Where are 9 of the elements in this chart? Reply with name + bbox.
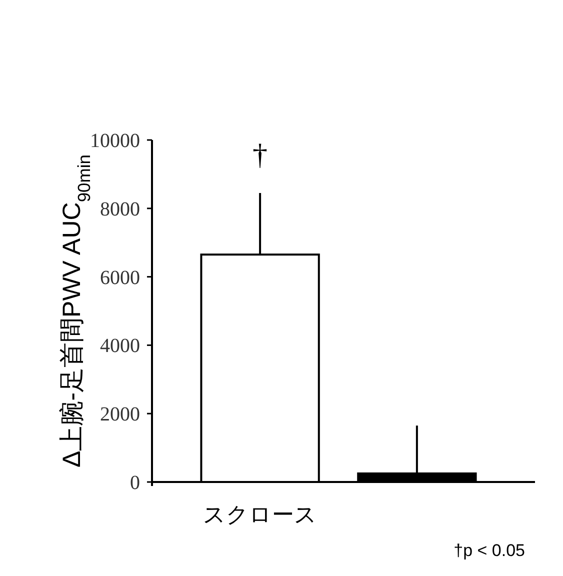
- annotation: †: [252, 138, 268, 172]
- y-tick-label: 4000: [100, 335, 140, 358]
- y-tick-label: 8000: [100, 198, 140, 220]
- x-tick-label: スクロース: [203, 502, 318, 527]
- y-tick-label: 6000: [100, 266, 140, 289]
- y-tick-label: 10000: [90, 130, 140, 152]
- text: †p < 0.05: [454, 541, 525, 560]
- y-tick-label: 0: [130, 472, 140, 494]
- y-tick-label: 2000: [100, 404, 140, 426]
